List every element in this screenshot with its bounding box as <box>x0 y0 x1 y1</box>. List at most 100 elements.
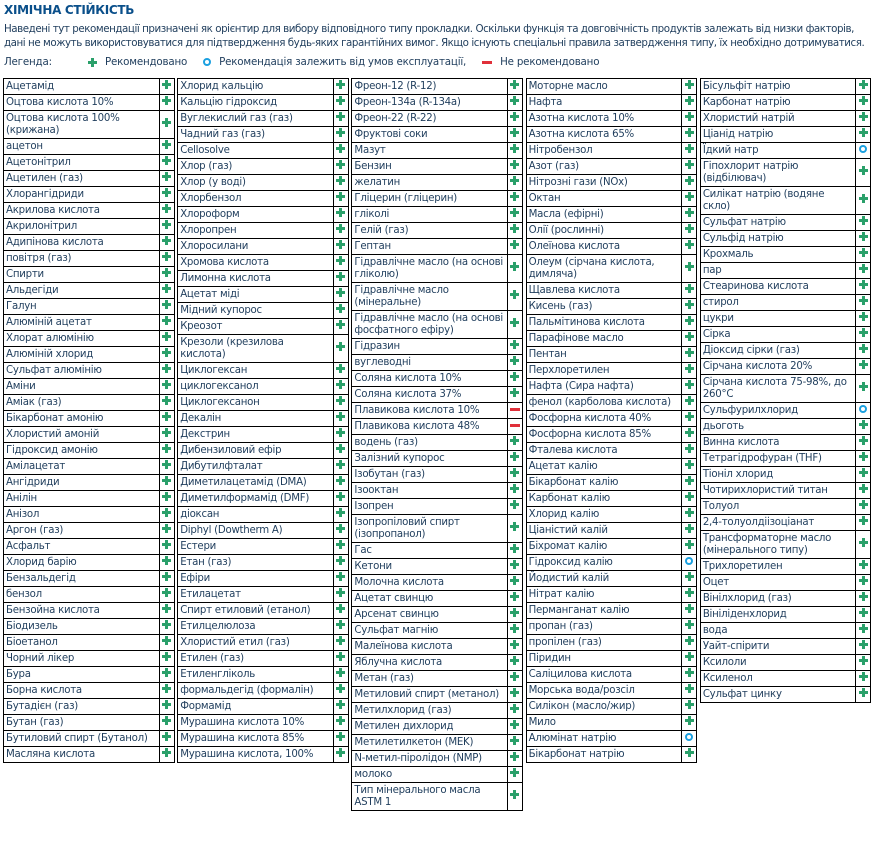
rating-cell <box>506 94 524 111</box>
table-row: Фруктові соки <box>351 126 524 143</box>
rating-cell <box>332 474 349 491</box>
table-row: Гас <box>351 542 524 559</box>
plus-icon <box>684 748 694 757</box>
rating-cell <box>855 142 872 159</box>
table-row: Моторне масло <box>525 78 698 95</box>
table-row: Соляна кислота 10% <box>351 370 524 387</box>
plus-icon <box>858 624 868 633</box>
substance-name: Ацетамід <box>3 78 160 95</box>
table-row: Пальмітинова кислота <box>525 314 698 331</box>
rating-cell <box>855 418 872 435</box>
rating-cell <box>158 730 175 747</box>
table-row: Плавикова кислота 48% <box>351 418 524 435</box>
plus-icon <box>510 176 520 185</box>
rating-cell <box>332 110 349 127</box>
substance-name: Плавикова кислота 48% <box>351 418 508 435</box>
substance-name: Ксилоли <box>699 654 857 671</box>
plus-icon <box>510 208 520 217</box>
plus-icon <box>684 716 694 725</box>
rating-cell <box>332 458 349 475</box>
table-row: Бензальдегід <box>3 570 175 587</box>
plus-icon <box>162 380 172 389</box>
rating-cell <box>158 378 175 395</box>
substance-name: Чадний газ (газ) <box>177 126 334 143</box>
substance-name: Хлористий етил (газ) <box>177 634 334 651</box>
rating-cell <box>506 622 524 639</box>
table-row: пропан (газ) <box>525 618 698 635</box>
legend-not-recommended: Не рекомендовано <box>482 55 600 69</box>
resistance-table-4: Моторне масло Нафта Азотна кислота 10% Азот… <box>525 78 698 763</box>
substance-name: Циклогексанон <box>177 394 334 411</box>
substance-name: Гептан <box>351 238 508 255</box>
table-row: Масляна кислота <box>3 746 175 763</box>
substance-name: Хлор (у воді) <box>177 174 334 191</box>
table-row: желатин <box>351 174 524 191</box>
table-row: Фталева кислота <box>525 442 698 459</box>
substance-name: Амілацетат <box>3 458 160 475</box>
plus-icon <box>162 396 172 405</box>
substance-name: желатин <box>351 174 508 191</box>
table-row: Ацетат міді <box>177 286 349 303</box>
table-row: Хлористий етил (газ) <box>177 634 349 651</box>
table-row: Ізобутан (газ) <box>351 466 524 483</box>
rating-cell <box>855 374 872 403</box>
plus-icon <box>858 296 868 305</box>
table-row: формальдегід (формалін) <box>177 682 349 699</box>
substance-name: Спирт етиловий (етанол) <box>177 602 334 619</box>
table-row: Мурашина кислота 85% <box>177 730 349 747</box>
plus-icon <box>510 736 520 745</box>
table-row: Бензойна кислота <box>3 602 175 619</box>
plus-icon <box>684 588 694 597</box>
substance-name: Бензальдегід <box>3 570 160 587</box>
plus-icon <box>162 284 172 293</box>
substance-name: Гідроксид калію <box>525 554 683 571</box>
substance-name: Ксиленол <box>699 670 857 687</box>
rating-cell <box>681 570 698 587</box>
plus-icon <box>162 412 172 421</box>
legend-text: Рекомендовано <box>105 56 188 68</box>
table-row: Хлорбензол <box>177 190 349 207</box>
rating-cell <box>158 634 175 651</box>
plus-icon <box>684 668 694 677</box>
substance-name: Гелій (газ) <box>351 222 508 239</box>
rating-cell <box>158 298 175 315</box>
substance-name: Малеїнова кислота <box>351 638 508 655</box>
substance-name: Бензойна кислота <box>3 602 160 619</box>
rating-cell <box>681 110 698 127</box>
table-row: Бутиловий спирт (Бутанол) <box>3 730 175 747</box>
rating-cell <box>332 142 349 159</box>
table-row: Сульфат натрію <box>699 214 872 231</box>
substance-name: Моторне масло <box>525 78 683 95</box>
rating-cell <box>681 698 698 715</box>
substance-name: Нітрат калію <box>525 586 683 603</box>
circle-icon <box>685 556 694 565</box>
table-row: Силікон (масло/жир) <box>525 698 698 715</box>
table-row: Морська вода/розсіл <box>525 682 698 699</box>
plus-icon <box>684 176 694 185</box>
substance-name: Кисень (газ) <box>525 298 683 315</box>
rating-cell <box>506 310 524 339</box>
table-row: N-метил-піролідон (NMP) <box>351 750 524 767</box>
plus-icon <box>336 556 346 565</box>
table-row: гліколі <box>351 206 524 223</box>
plus-icon <box>684 192 694 201</box>
table-row: Вініліденхлорид <box>699 606 872 623</box>
substance-name: Тип мінерального масла ASTM 1 <box>351 782 508 811</box>
rating-cell <box>681 506 698 523</box>
plus-icon <box>684 224 694 233</box>
substance-name: Бензин <box>351 158 508 175</box>
substance-name: Алюміній хлорид <box>3 346 160 363</box>
substance-name: Їдкий натр <box>699 142 857 159</box>
plus-icon <box>684 96 694 105</box>
plus-icon <box>336 396 346 405</box>
table-row: Дибутилфталат <box>177 458 349 475</box>
table-row: дьоготь <box>699 418 872 435</box>
rating-cell <box>681 490 698 507</box>
plus-icon <box>336 288 346 297</box>
table-row: Спирти <box>3 266 175 283</box>
rating-cell <box>855 230 872 247</box>
plus-icon <box>858 640 868 649</box>
plus-icon <box>510 720 520 729</box>
substance-name: Крезоли (крезилова кислота) <box>177 334 334 363</box>
rating-cell <box>681 538 698 555</box>
